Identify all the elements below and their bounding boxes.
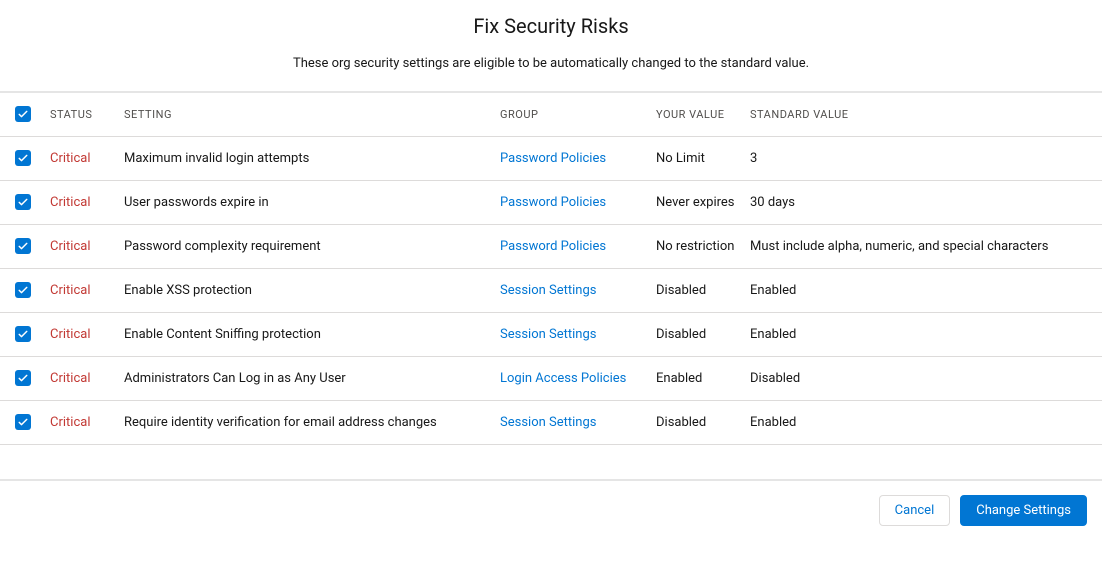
group-cell: Password Policies [500, 195, 656, 210]
table-header-row: STATUS SETTING GROUP YOUR VALUE STANDARD… [0, 93, 1102, 137]
group-cell: Session Settings [500, 283, 656, 298]
row-checkbox[interactable] [15, 326, 31, 342]
your-value-cell: Never expires [656, 195, 750, 210]
status-cell: Critical [50, 371, 124, 386]
setting-cell: Enable Content Sniffing protection [124, 327, 500, 342]
standard-value-cell: Enabled [750, 327, 1087, 342]
cancel-button[interactable]: Cancel [879, 495, 951, 526]
page-title: Fix Security Risks [0, 14, 1102, 38]
column-header-your-value: YOUR VALUE [656, 108, 750, 121]
page-subtitle: These org security settings are eligible… [0, 56, 1102, 71]
standard-value-cell: Disabled [750, 371, 1087, 386]
security-table: STATUS SETTING GROUP YOUR VALUE STANDARD… [0, 93, 1102, 445]
row-checkbox-cell [15, 325, 50, 344]
row-checkbox-cell [15, 193, 50, 212]
checkmark-icon [17, 108, 29, 120]
row-checkbox[interactable] [15, 194, 31, 210]
setting-cell: Password complexity requirement [124, 239, 500, 254]
your-value-cell: Disabled [656, 415, 750, 430]
status-cell: Critical [50, 195, 124, 210]
checkmark-icon [17, 416, 29, 428]
group-link[interactable]: Password Policies [500, 239, 606, 254]
setting-cell: User passwords expire in [124, 195, 500, 210]
checkmark-icon [17, 196, 29, 208]
standard-value-cell: Enabled [750, 283, 1087, 298]
column-header-setting: SETTING [124, 108, 500, 121]
table-body: CriticalMaximum invalid login attemptsPa… [0, 137, 1102, 445]
your-value-cell: Disabled [656, 283, 750, 298]
checkmark-icon [17, 152, 29, 164]
row-checkbox[interactable] [15, 282, 31, 298]
header-section: Fix Security Risks These org security se… [0, 0, 1102, 91]
group-link[interactable]: Password Policies [500, 195, 606, 210]
row-checkbox-cell [15, 237, 50, 256]
checkmark-icon [17, 240, 29, 252]
your-value-cell: Enabled [656, 371, 750, 386]
row-checkbox[interactable] [15, 370, 31, 386]
your-value-cell: No restriction [656, 239, 750, 254]
status-cell: Critical [50, 415, 124, 430]
group-cell: Session Settings [500, 415, 656, 430]
row-checkbox-cell [15, 149, 50, 168]
status-cell: Critical [50, 283, 124, 298]
status-cell: Critical [50, 239, 124, 254]
row-checkbox-cell [15, 413, 50, 432]
table-row: CriticalAdministrators Can Log in as Any… [0, 357, 1102, 401]
group-link[interactable]: Login Access Policies [500, 371, 626, 386]
select-all-checkbox[interactable] [15, 106, 31, 122]
setting-cell: Require identity verification for email … [124, 415, 500, 430]
change-settings-button[interactable]: Change Settings [960, 495, 1087, 526]
group-link[interactable]: Session Settings [500, 283, 596, 298]
group-cell: Session Settings [500, 327, 656, 342]
your-value-cell: No Limit [656, 151, 750, 166]
column-header-status: STATUS [50, 108, 124, 121]
status-cell: Critical [50, 151, 124, 166]
table-row: CriticalPassword complexity requirementP… [0, 225, 1102, 269]
status-cell: Critical [50, 327, 124, 342]
column-header-group: GROUP [500, 108, 656, 121]
group-link[interactable]: Password Policies [500, 151, 606, 166]
table-row: CriticalEnable Content Sniffing protecti… [0, 313, 1102, 357]
group-link[interactable]: Session Settings [500, 415, 596, 430]
row-checkbox[interactable] [15, 150, 31, 166]
checkmark-icon [17, 372, 29, 384]
setting-cell: Maximum invalid login attempts [124, 151, 500, 166]
header-checkbox-cell [15, 105, 50, 124]
table-row: CriticalEnable XSS protectionSession Set… [0, 269, 1102, 313]
checkmark-icon [17, 284, 29, 296]
standard-value-cell: Must include alpha, numeric, and special… [750, 239, 1087, 254]
group-cell: Password Policies [500, 151, 656, 166]
footer-actions: Cancel Change Settings [0, 481, 1102, 540]
table-row: CriticalRequire identity verification fo… [0, 401, 1102, 445]
checkmark-icon [17, 328, 29, 340]
group-cell: Password Policies [500, 239, 656, 254]
table-row: CriticalMaximum invalid login attemptsPa… [0, 137, 1102, 181]
group-cell: Login Access Policies [500, 371, 656, 386]
setting-cell: Administrators Can Log in as Any User [124, 371, 500, 386]
row-checkbox[interactable] [15, 238, 31, 254]
row-checkbox-cell [15, 369, 50, 388]
group-link[interactable]: Session Settings [500, 327, 596, 342]
your-value-cell: Disabled [656, 327, 750, 342]
row-checkbox[interactable] [15, 414, 31, 430]
setting-cell: Enable XSS protection [124, 283, 500, 298]
column-header-standard-value: STANDARD VALUE [750, 108, 1087, 121]
standard-value-cell: 30 days [750, 195, 1087, 210]
row-checkbox-cell [15, 281, 50, 300]
standard-value-cell: 3 [750, 151, 1087, 166]
table-row: CriticalUser passwords expire inPassword… [0, 181, 1102, 225]
standard-value-cell: Enabled [750, 415, 1087, 430]
